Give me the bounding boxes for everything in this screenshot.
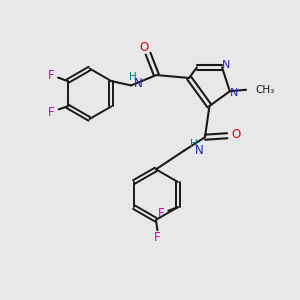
Text: H: H: [129, 72, 136, 82]
Text: F: F: [158, 207, 165, 220]
Text: H: H: [190, 139, 198, 149]
Text: O: O: [231, 128, 240, 141]
Text: CH₃: CH₃: [255, 85, 274, 95]
Text: F: F: [48, 69, 55, 82]
Text: F: F: [48, 106, 55, 119]
Text: N: N: [195, 143, 204, 157]
Text: F: F: [154, 231, 161, 244]
Text: N: N: [222, 60, 231, 70]
Text: N: N: [134, 77, 143, 90]
Text: N: N: [230, 88, 238, 98]
Text: O: O: [139, 40, 148, 54]
